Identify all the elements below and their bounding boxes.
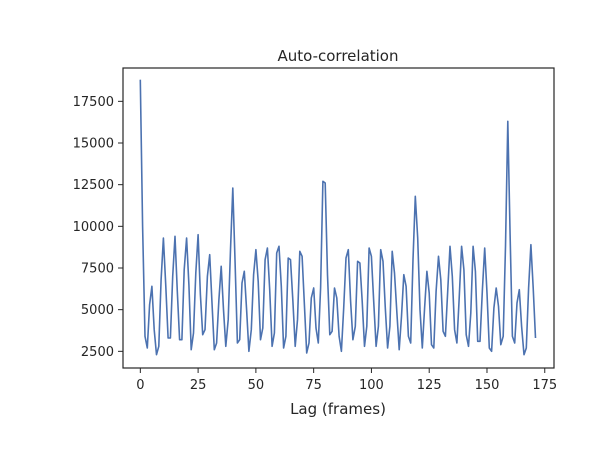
y-tick-label: 17500 <box>73 95 114 110</box>
y-tick-label: 12500 <box>73 178 114 193</box>
x-tick-label: 25 <box>190 378 207 393</box>
x-tick-label: 175 <box>532 378 557 393</box>
y-tick-label: 2500 <box>81 345 114 360</box>
x-tick-label: 125 <box>417 378 442 393</box>
y-tick-label: 7500 <box>81 262 114 277</box>
x-axis-ticks: 0 25 50 75 100 125 150 175 <box>136 368 557 393</box>
series-line-autocorrelation <box>139 79 537 356</box>
y-tick-label: 15000 <box>73 137 114 152</box>
chart-title: Auto-correlation <box>277 47 398 65</box>
plot-area-frame <box>122 67 555 369</box>
x-tick-label: 0 <box>136 378 144 393</box>
y-tick-label: 5000 <box>81 303 114 318</box>
y-tick-label: 10000 <box>73 220 114 235</box>
x-tick-label: 75 <box>305 378 322 393</box>
x-tick-label: 50 <box>248 378 265 393</box>
x-axis-label: Lag (frames) <box>290 400 386 418</box>
x-tick-label: 100 <box>359 378 384 393</box>
y-axis-ticks: 2500 5000 7500 10000 12500 15000 17500 <box>73 95 123 360</box>
x-tick-label: 150 <box>475 378 500 393</box>
